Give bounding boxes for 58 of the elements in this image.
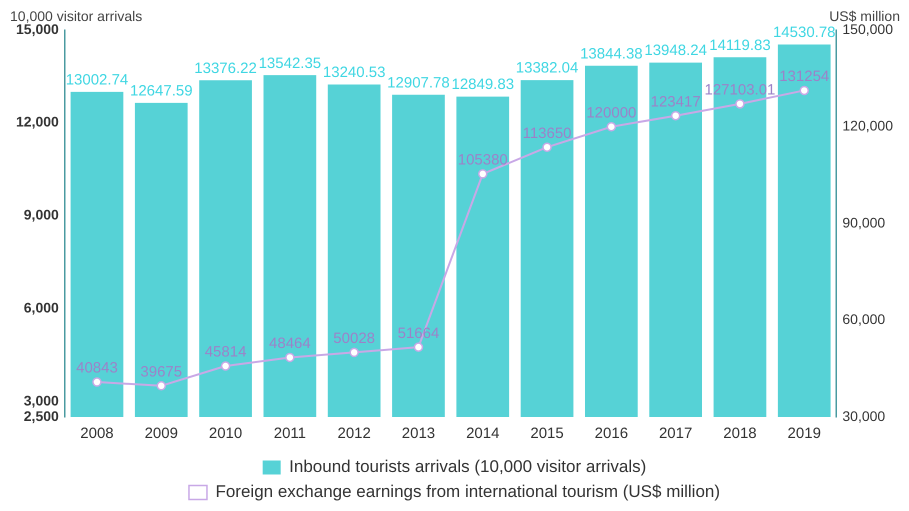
data-label: 12849.83	[451, 76, 514, 94]
data-label: 13240.53	[322, 64, 386, 82]
data-label: 123417	[650, 93, 701, 110]
point	[92, 377, 102, 387]
data-label: 45814	[204, 344, 246, 361]
x-tick-label: 2012	[337, 425, 371, 442]
x-tick-label: 2010	[208, 425, 242, 442]
point	[670, 110, 680, 120]
data-label: 13382.04	[516, 60, 578, 77]
data-label: 13844.38	[580, 45, 643, 62]
y-axis-title: 10,000 visitor arrivals	[10, 8, 142, 24]
y-tick-label: 3,000	[24, 392, 60, 408]
data-label: 113650	[522, 124, 572, 142]
data-label: 13376.22	[194, 60, 257, 77]
y2-tick-label: 30,000	[842, 408, 886, 424]
point	[349, 348, 359, 358]
y-tick-label: 6,000	[24, 300, 60, 316]
y-tick-label: 9,000	[24, 206, 60, 223]
data-label: 50028	[333, 330, 376, 348]
y2-tick-label: 120,000	[842, 118, 894, 134]
legend-label: Inbound tourists arrivals (10,000 visitor arrivals)	[289, 457, 646, 476]
data-label: 14530.78	[772, 24, 836, 42]
data-label: 13948.24	[644, 42, 707, 60]
x-tick-label: 2014	[466, 425, 500, 442]
y-tick-label: 2,500	[24, 408, 60, 424]
data-label: 13002.74	[66, 71, 128, 88]
data-label: 105380	[458, 152, 508, 169]
legend-label: Foreign exchange earnings from international tourism (US$ million)	[215, 482, 720, 502]
point	[156, 381, 166, 391]
data-label: 39675	[140, 363, 182, 380]
point	[414, 342, 424, 352]
y-tick-label: 12,000	[16, 114, 60, 130]
x-tick-label: 2013	[402, 425, 436, 442]
data-label: 14119.83	[709, 36, 771, 54]
y2-tick-label: 60,000	[842, 311, 886, 328]
point	[220, 361, 230, 371]
x-tick-label: 2019	[788, 425, 821, 442]
point	[478, 169, 488, 179]
point	[735, 99, 745, 109]
y2-tick-label: 90,000	[842, 214, 886, 230]
x-tick-label: 2018	[723, 425, 757, 442]
x-tick-label: 2017	[658, 425, 692, 442]
data-label: 13542.35	[258, 54, 322, 72]
data-label: 12907.78	[387, 74, 450, 92]
data-label: 120000	[586, 104, 636, 122]
x-tick-label: 2009	[144, 425, 178, 442]
x-tick-label: 2008	[80, 425, 114, 442]
x-tick-label: 2011	[274, 425, 306, 442]
data-label: 12647.59	[130, 82, 193, 100]
x-tick-label: 2015	[530, 425, 564, 442]
point	[542, 142, 552, 152]
x-tick-label: 2016	[594, 425, 628, 442]
point	[799, 86, 809, 96]
data-label: 40843	[76, 360, 118, 377]
data-label: 48464	[269, 335, 311, 352]
point	[606, 122, 616, 132]
point	[285, 352, 295, 362]
data-label: 131254	[779, 68, 830, 86]
